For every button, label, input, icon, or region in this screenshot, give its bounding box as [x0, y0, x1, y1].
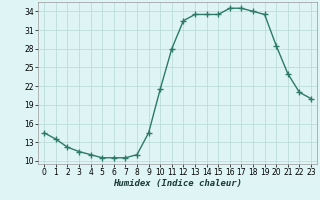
- X-axis label: Humidex (Indice chaleur): Humidex (Indice chaleur): [113, 179, 242, 188]
